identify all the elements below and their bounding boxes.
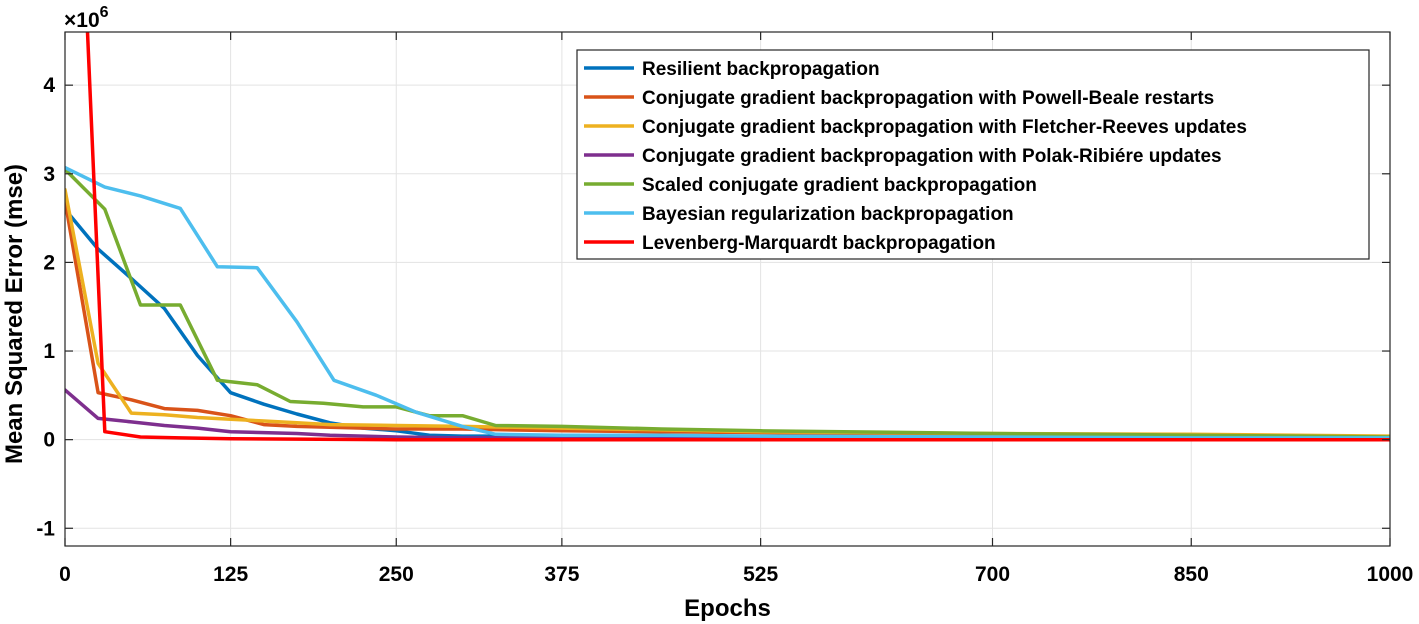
- y-exponent-power: 6: [100, 4, 109, 21]
- x-tick-label: 375: [544, 563, 579, 586]
- x-tick-label: 1000: [1367, 563, 1414, 586]
- legend-box: [576, 49, 1370, 260]
- y-tick-label: 0: [43, 429, 55, 452]
- x-tick-label: 525: [743, 563, 778, 586]
- y-exponent-label: ×106: [64, 4, 109, 32]
- plot-frame: [64, 31, 1391, 547]
- y-tick-label: -1: [36, 517, 55, 540]
- series-lines: [65, 32, 1390, 442]
- y-exponent-base: ×10: [64, 9, 100, 32]
- x-tick-label: 0: [59, 563, 71, 586]
- series-line-7: [85, 32, 1390, 442]
- x-tick-label: 700: [975, 563, 1010, 586]
- y-tick-label: 1: [43, 340, 55, 363]
- y-tick-label: 3: [43, 163, 55, 186]
- legend-label: Bayesian regularization backpropagation: [642, 204, 1014, 225]
- y-axis-label: Mean Squared Error (mse): [1, 164, 28, 464]
- legend-label: Conjugate gradient backpropagation with …: [642, 88, 1214, 109]
- series-line-5: [65, 167, 1390, 439]
- x-axis-label: Epochs: [684, 595, 771, 622]
- y-tick-label: 2: [43, 251, 55, 274]
- legend-label: Scaled conjugate gradient backpropagatio…: [642, 175, 1037, 196]
- legend-label: Conjugate gradient backpropagation with …: [642, 117, 1247, 138]
- x-tick-label: 125: [213, 563, 248, 586]
- legend: Resilient backpropagation Conjugate gradi…: [576, 49, 1370, 260]
- legend-label: Levenberg-Marquardt backpropagation: [642, 233, 996, 254]
- legend-label: Conjugate gradient backpropagation with …: [642, 146, 1222, 167]
- x-tick-label: 250: [379, 563, 414, 586]
- legend-label: Resilient backpropagation: [642, 59, 880, 80]
- y-tick-label: 4: [43, 74, 55, 97]
- series-line-6: [65, 165, 1390, 440]
- x-tick-label: 850: [1174, 563, 1209, 586]
